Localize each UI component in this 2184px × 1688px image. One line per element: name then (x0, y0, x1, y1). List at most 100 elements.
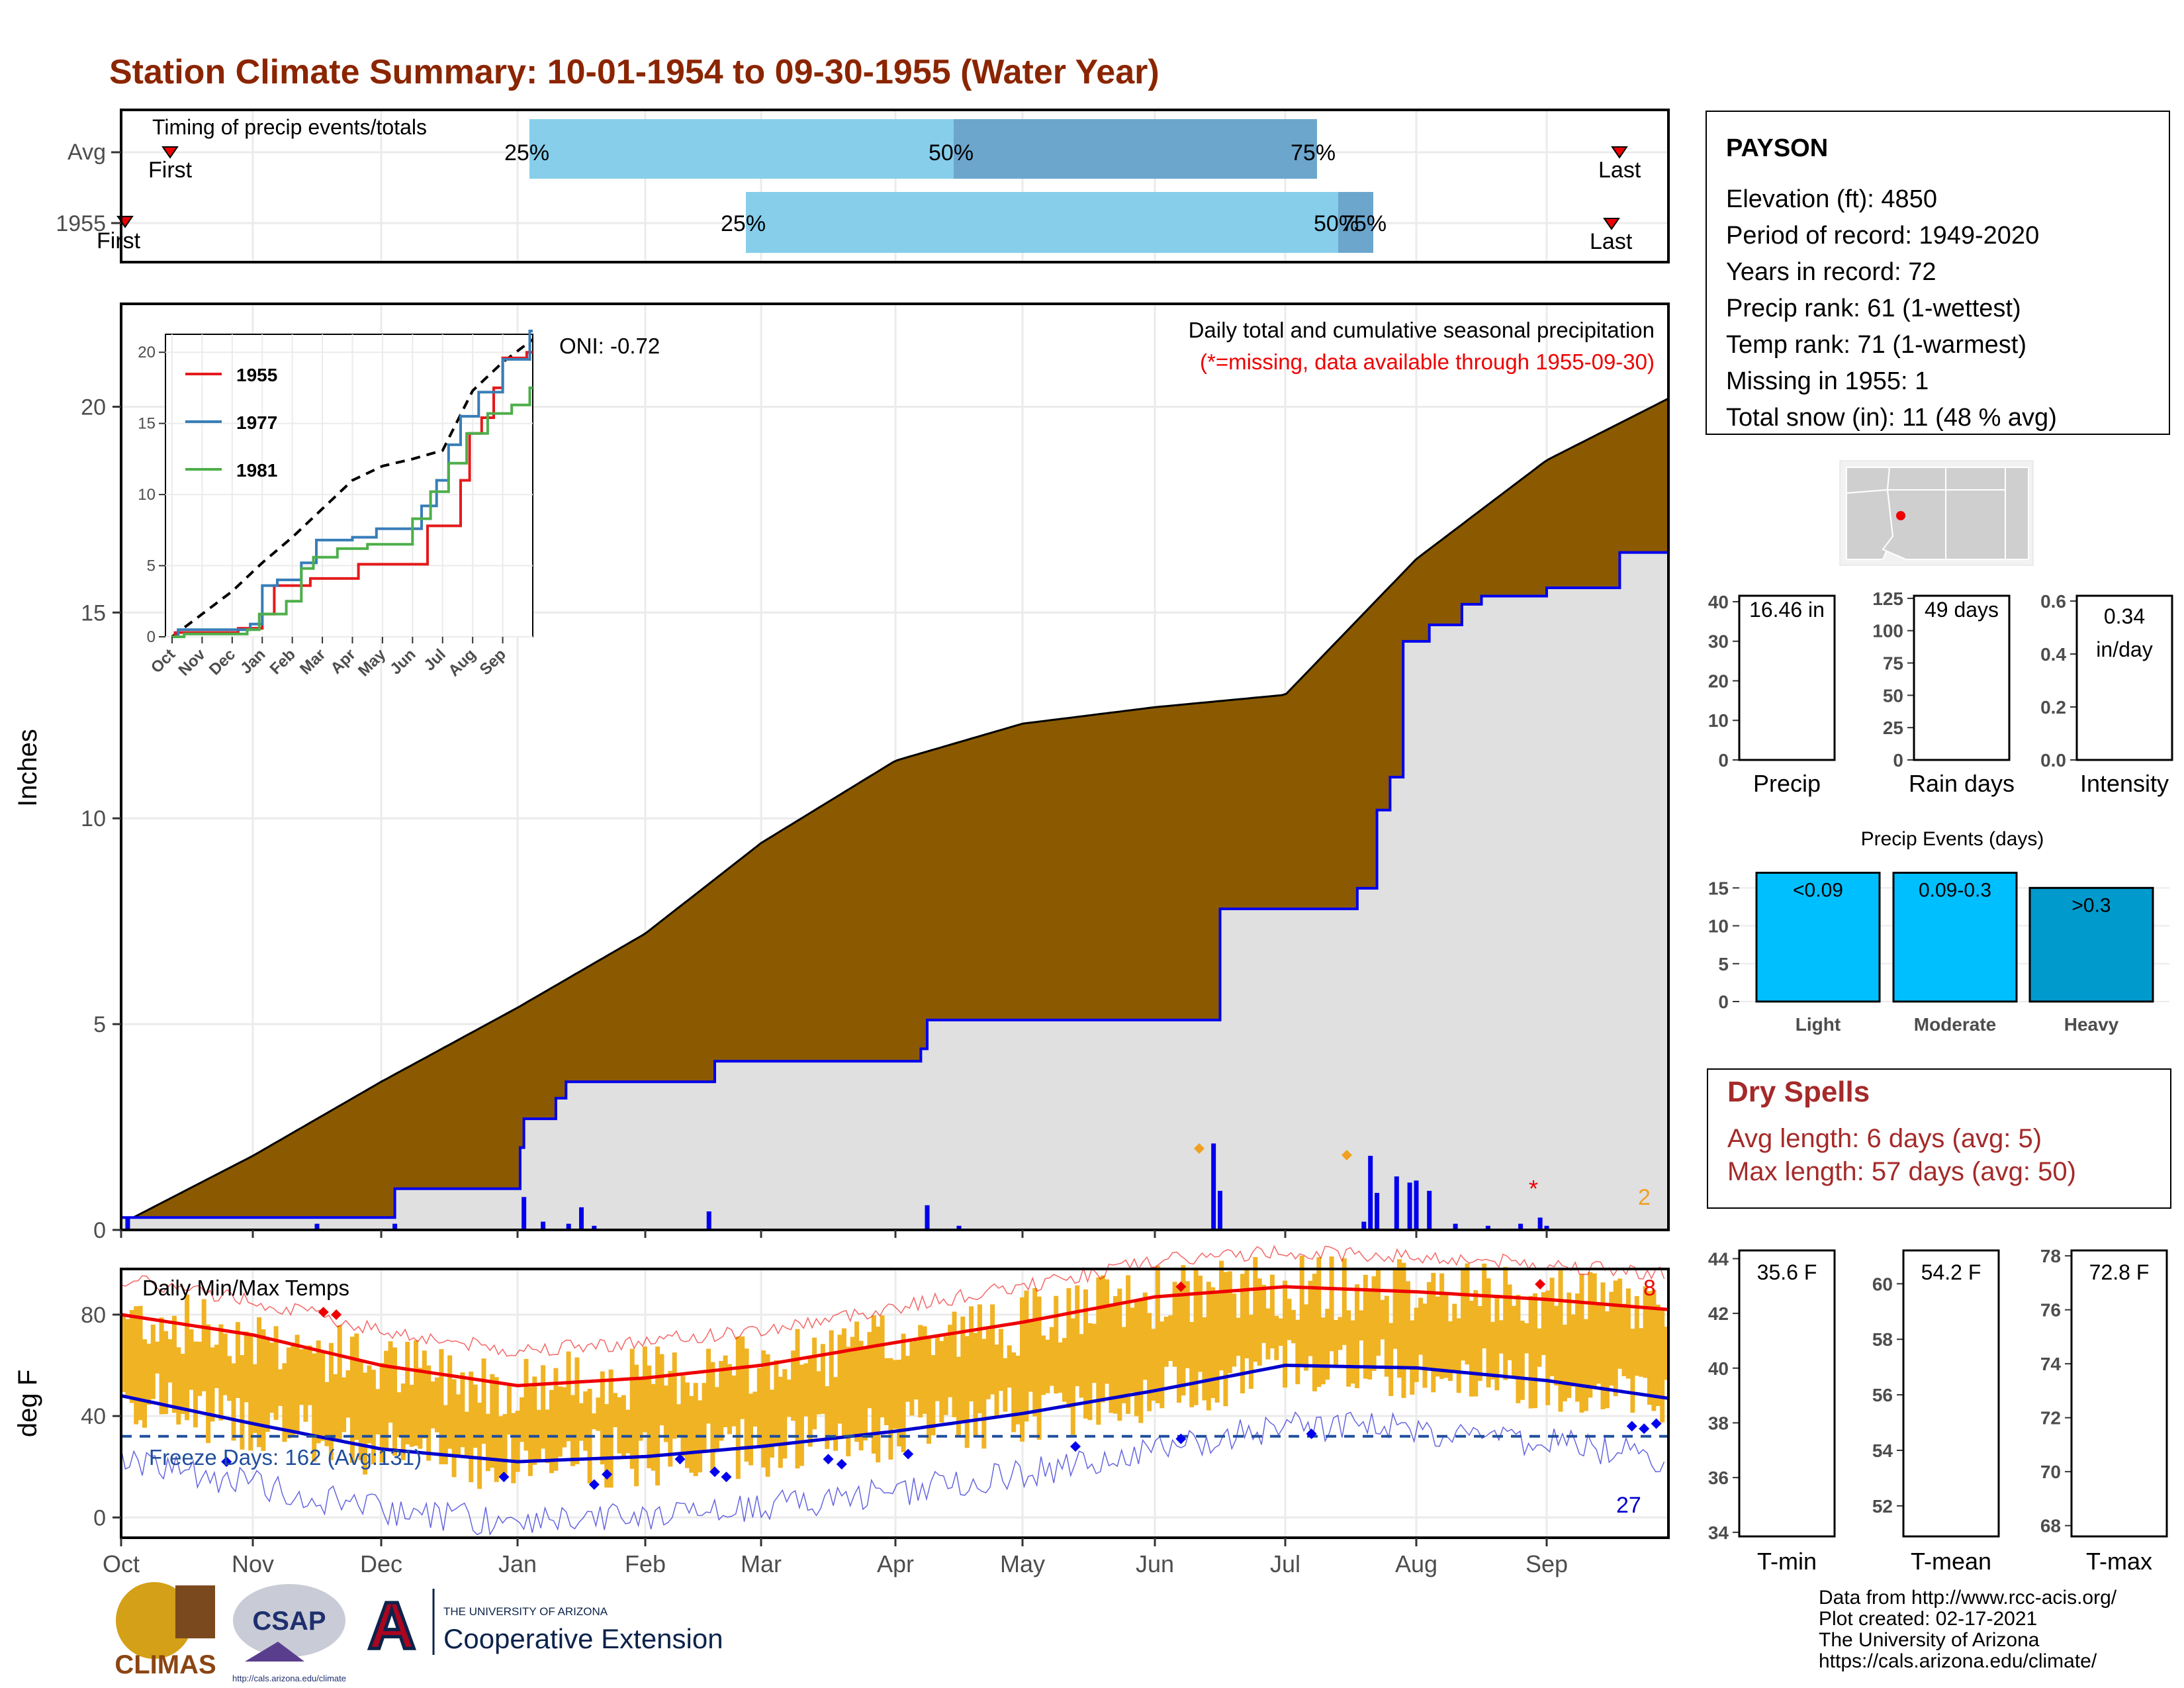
daily-temp-bar (265, 1340, 270, 1432)
daily-temp-bar (197, 1341, 203, 1396)
ua-logo-block (362, 1589, 422, 1655)
daily-temp-bar (876, 1327, 881, 1463)
climas-logo-shape (175, 1585, 215, 1638)
tmax-frame (2070, 1249, 2168, 1538)
daily-temp-bar (647, 1365, 652, 1468)
daily-temp-bar (756, 1368, 762, 1445)
daily-temp-bar (570, 1395, 575, 1466)
station-missing: Missing in 1955: 1 (1726, 367, 1929, 395)
daily-temp-bar (354, 1333, 359, 1440)
record-low-marker (1306, 1428, 1317, 1439)
daily-temp-bar (1147, 1313, 1152, 1411)
timing-title: Timing of precip events/totals (152, 115, 427, 139)
daily-precip-bar (1407, 1182, 1412, 1230)
daily-temp-bar (918, 1325, 923, 1418)
daily-temp-bar (1299, 1256, 1304, 1365)
tmax-y-tick-label: 70 (2040, 1462, 2061, 1482)
daily-temp-bar (905, 1356, 910, 1402)
tmax-y-tick-label: 72 (2040, 1408, 2061, 1429)
ua-logo: A THE UNIVERSITY OF ARIZONA Cooperative … (362, 1587, 723, 1665)
daily-precip-bar (579, 1207, 584, 1230)
record-low-marker (588, 1479, 600, 1490)
daily-temp-bar (125, 1319, 130, 1397)
daily-temp-bar (1600, 1282, 1606, 1409)
station-precip-rank: Precip rank: 61 (1-wettest) (1726, 295, 2021, 322)
daily-temp-bar (299, 1349, 304, 1405)
temp-y-tick-label: 0 (93, 1505, 106, 1530)
daily-temp-bar (684, 1382, 690, 1468)
rain-days-y-tick-label: 100 (1872, 621, 1903, 641)
daily-precip-bar (1453, 1223, 1458, 1230)
daily-temp-bar (1570, 1314, 1576, 1387)
avg-min-line (120, 1363, 1669, 1464)
daily-temp-bar (460, 1372, 465, 1448)
daily-temp-bar (511, 1413, 516, 1483)
tmin-y-tick-label: 42 (1708, 1303, 1729, 1324)
legend-1981-label: 1981 (236, 460, 277, 481)
daily-temp-bar (1100, 1275, 1105, 1403)
csap-logo: CSAP http://cals.arizona.edu/climate (232, 1584, 346, 1683)
daily-temp-bar (1062, 1338, 1067, 1402)
daily-temp-bar (642, 1346, 647, 1432)
daily-temp-bar (1625, 1288, 1631, 1379)
daily-temp-bar (418, 1368, 423, 1449)
events-bar-value: <0.09 (1793, 879, 1843, 901)
daily-temp-bar (693, 1383, 698, 1476)
daily-temp-bar (349, 1336, 355, 1463)
daily-temp-bar (1579, 1274, 1584, 1413)
timing-panel: Timing of precip events/totals 25% 50% 7… (56, 109, 1670, 263)
daily-temp-bar (621, 1395, 626, 1459)
rain-days-y-tick-label: 75 (1883, 653, 1903, 674)
timing-1955-50-label: 50% (1314, 211, 1359, 236)
rain-days-label: Rain days (1909, 770, 2015, 797)
ua-logo-letter: A (368, 1589, 416, 1663)
daily-temp-bar (541, 1365, 546, 1449)
daily-temp-bar (973, 1333, 978, 1437)
daily-temp-bar (803, 1363, 809, 1417)
daily-temp-bar (956, 1356, 961, 1438)
daily-temp-bar (765, 1354, 770, 1477)
tmean-frame (1902, 1249, 2000, 1538)
events-category-label: Light (1796, 1014, 1841, 1035)
record-low-marker (721, 1472, 732, 1483)
daily-temp-bar (1604, 1311, 1610, 1409)
daily-temp-bar (1537, 1328, 1542, 1367)
daily-temp-bar (1367, 1291, 1373, 1380)
daily-temp-bar (1575, 1293, 1580, 1402)
daily-temp-bar (1269, 1274, 1275, 1348)
daily-temp-bar (469, 1372, 474, 1483)
daily-temp-bar (964, 1336, 970, 1448)
daily-temp-bar (710, 1362, 715, 1473)
daily-temp-bar (282, 1363, 287, 1442)
record-low-marker (1070, 1441, 1081, 1452)
daily-temp-bar (1643, 1286, 1648, 1378)
timing-1955-25-50-bar (746, 192, 1338, 253)
credit-university: The University of Arizona (1819, 1629, 2040, 1651)
daily-temp-bar (1410, 1320, 1415, 1395)
avg-max-line (120, 1285, 1669, 1387)
daily-temp-bar (1283, 1280, 1288, 1388)
daily-temp-bar (990, 1304, 995, 1395)
map-state-nm (1945, 489, 2006, 560)
tmax-y-tick-label: 78 (2040, 1246, 2061, 1266)
daily-temp-bar (1325, 1309, 1330, 1380)
tmin-frame (1738, 1249, 1836, 1538)
daily-precip-bar (392, 1223, 398, 1230)
daily-temp-bar (1435, 1296, 1440, 1377)
daily-temp-bar (257, 1317, 261, 1447)
daily-temp-bar (1185, 1281, 1190, 1368)
daily-temp-bar (934, 1335, 940, 1401)
daily-temp-bar (1079, 1334, 1084, 1398)
station-snow: Total snow (in): 11 (48 % avg) (1726, 404, 2057, 432)
csap-logo-text: CSAP (252, 1607, 326, 1636)
record-low-marker (836, 1458, 847, 1470)
tmax-value: 72.8 F (2089, 1260, 2150, 1284)
daily-temp-bar (676, 1404, 682, 1436)
daily-temp-bar (1257, 1278, 1262, 1366)
month-label: Sep (1525, 1550, 1568, 1577)
inset-1977-line (172, 330, 533, 638)
inset-y-tick-label: 15 (138, 415, 156, 433)
precip-total-y-tick-label: 10 (1708, 710, 1729, 731)
daily-temp-bar (1452, 1303, 1457, 1371)
daily-temp-bar (583, 1391, 588, 1451)
